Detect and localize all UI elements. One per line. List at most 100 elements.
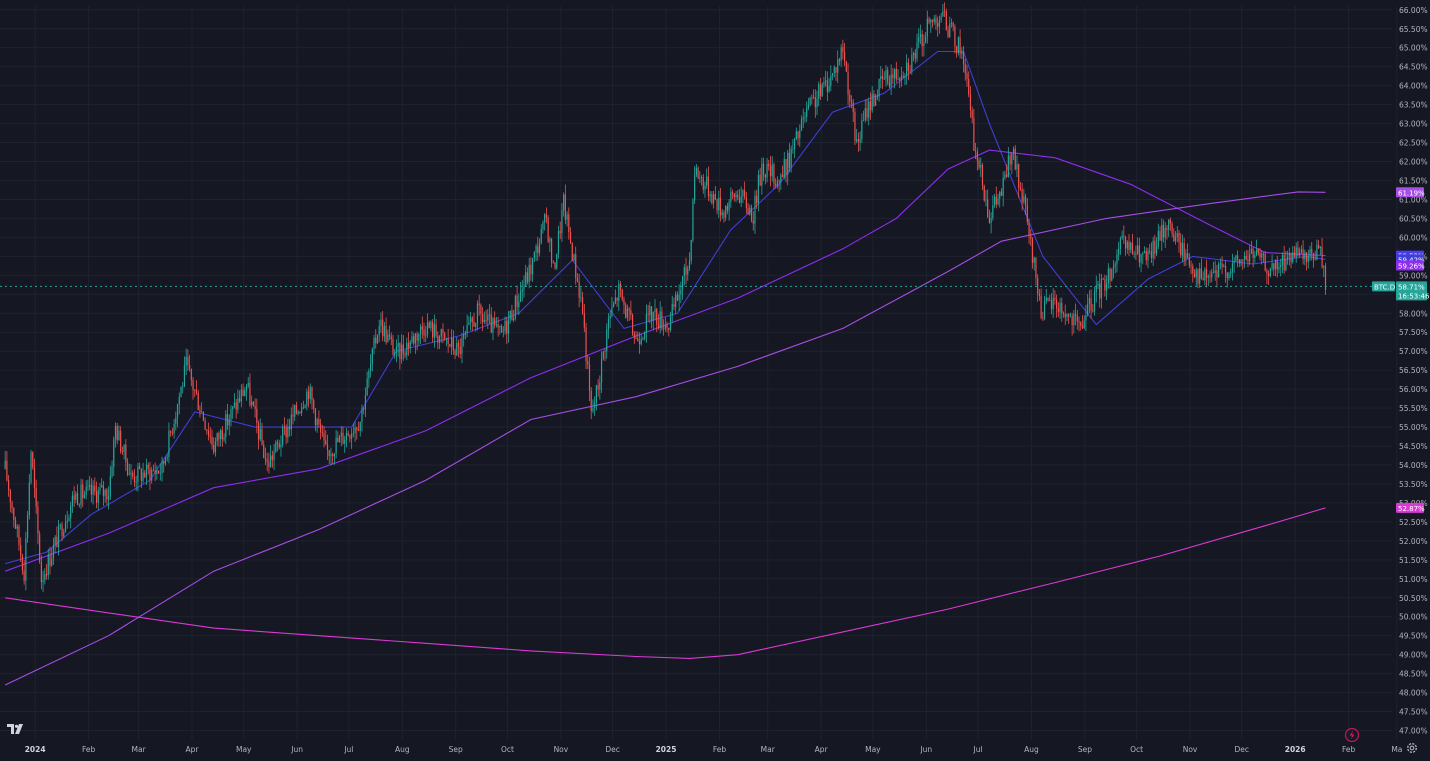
candle <box>968 71 970 98</box>
candle-body <box>325 440 327 445</box>
candle-body <box>883 78 885 80</box>
candle-body <box>442 329 444 333</box>
candle <box>623 296 625 314</box>
candle-body <box>1135 253 1137 255</box>
candle-body <box>1223 265 1225 267</box>
candle <box>183 356 186 388</box>
candle <box>259 418 261 442</box>
price-label-text: 59.42% <box>1398 256 1425 264</box>
price-label-bg <box>1396 187 1424 198</box>
candle-body <box>399 343 401 360</box>
candle-body <box>885 69 887 79</box>
candle-body <box>133 476 136 483</box>
candle <box>900 66 903 87</box>
candle-body <box>742 190 744 197</box>
candle <box>713 190 715 209</box>
candle-body <box>1195 269 1197 278</box>
candle-body <box>225 414 227 437</box>
candle-body <box>411 336 413 342</box>
candle-body <box>781 174 784 178</box>
candle <box>35 479 37 514</box>
candle <box>1166 224 1168 240</box>
candle <box>361 404 363 432</box>
x-axis[interactable]: 2024 Feb Mar Apr May Jun Jul Aug Sep Oct Nov Dec 202… <box>25 745 1403 754</box>
candle-body <box>959 37 961 54</box>
candle-body <box>761 163 763 186</box>
candle <box>64 514 67 533</box>
candle-body <box>895 68 897 80</box>
candle <box>469 311 472 331</box>
candle-body <box>695 167 697 176</box>
candle-body <box>583 313 585 328</box>
candle-body <box>432 322 434 338</box>
candle <box>364 387 367 418</box>
y-axis[interactable]: 66.00%65.50%65.00%64.50%64.00%63.50%63.0… <box>1399 6 1428 736</box>
candle-body <box>740 196 742 203</box>
candle <box>1071 312 1073 336</box>
candle <box>852 98 854 122</box>
candle-body <box>1255 249 1258 256</box>
candle-body <box>47 554 49 576</box>
candle-body <box>694 175 696 201</box>
candle-body <box>154 470 156 474</box>
candle-body <box>906 62 908 76</box>
candle <box>76 484 79 506</box>
candle <box>228 414 230 436</box>
candle-body <box>623 299 625 305</box>
candle-body <box>1095 285 1097 293</box>
candle <box>202 411 204 422</box>
candle <box>1202 271 1204 281</box>
candle-body <box>109 476 111 497</box>
candle-body <box>1199 268 1201 284</box>
candle <box>500 324 503 334</box>
candle-body <box>868 101 870 118</box>
candle <box>1224 260 1227 283</box>
candle-body <box>907 62 909 71</box>
candle <box>1173 228 1175 243</box>
lightning-icon[interactable] <box>1344 727 1360 743</box>
candle <box>1073 309 1075 334</box>
candle <box>1149 244 1151 255</box>
candle-body <box>54 536 56 545</box>
candle <box>828 78 830 93</box>
candle <box>1273 262 1275 276</box>
candle-body <box>397 343 399 347</box>
candle <box>1231 253 1234 281</box>
candle <box>614 289 616 305</box>
candle-body <box>1047 297 1049 301</box>
candle-body <box>237 398 239 410</box>
candle-body <box>204 420 206 430</box>
candle <box>943 2 946 18</box>
candle <box>114 422 117 448</box>
candle-body <box>268 461 270 467</box>
candle <box>987 189 989 218</box>
tradingview-logo-icon[interactable] <box>6 722 26 736</box>
candle-body <box>1031 238 1034 263</box>
candle-body <box>1087 303 1089 316</box>
candle <box>163 460 165 473</box>
candle-body <box>1281 255 1284 265</box>
candle-body <box>987 199 989 218</box>
candle-body <box>445 338 448 340</box>
candle-body <box>713 194 715 204</box>
candle-body <box>888 82 891 87</box>
candle <box>68 514 70 522</box>
candle-body <box>1159 231 1161 241</box>
candle-body <box>747 208 749 215</box>
candle-body <box>394 352 396 355</box>
candle <box>323 426 325 448</box>
candle <box>1292 246 1294 264</box>
candle-body <box>83 494 86 498</box>
candle <box>776 176 778 189</box>
candle-body <box>1290 252 1292 262</box>
candle <box>637 331 639 342</box>
candle <box>649 301 651 324</box>
candle-body <box>923 42 925 46</box>
candle-body <box>447 338 449 345</box>
symbol-tag-bg <box>1372 281 1395 292</box>
gear-icon[interactable] <box>1405 741 1419 755</box>
y-tick-label: 59.00% <box>1399 271 1428 280</box>
candle <box>788 143 791 173</box>
